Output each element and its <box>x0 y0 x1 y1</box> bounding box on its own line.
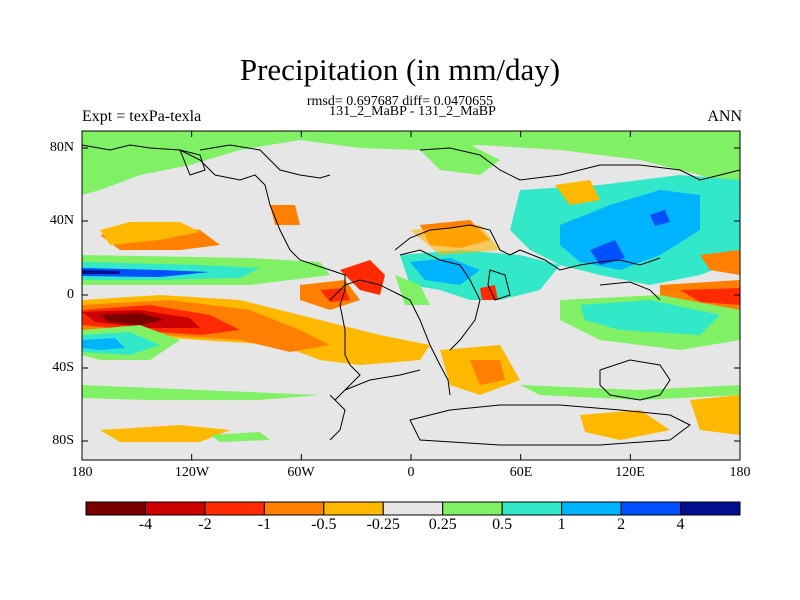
colorbar-label: 0.5 <box>492 516 513 533</box>
colorbar-label: 0.25 <box>428 516 457 533</box>
colorbar-label: 4 <box>676 516 685 533</box>
lon-tick-60e: 60E <box>509 465 533 480</box>
lon-tick-180e: 180 <box>729 465 751 480</box>
lon-tick-0: 0 <box>407 465 415 480</box>
lat-tick-80s: 80S <box>52 433 74 448</box>
lon-tick-180w: 180 <box>71 465 93 480</box>
lon-tick-60w: 60W <box>287 465 315 480</box>
colorbar-label: 2 <box>617 516 626 533</box>
lon-tick-120e: 120E <box>615 465 645 480</box>
colorbar <box>85 501 741 516</box>
lon-tick-120w: 120W <box>174 465 210 480</box>
lat-tick-80n: 80N <box>49 140 74 155</box>
cases-subtitle: 131_2_MaBP - 131_2_MaBP <box>329 104 496 119</box>
colorbar-label: -4 <box>138 516 153 533</box>
nh-green-band <box>82 131 740 195</box>
colorbar-swatch <box>144 501 206 516</box>
colorbar-swatch <box>501 501 563 516</box>
colorbar-swatch <box>204 501 265 516</box>
lat-tick-40s: 40S <box>52 360 74 375</box>
colorbar-label: -0.25 <box>366 516 400 533</box>
colorbar-swatch <box>561 501 622 516</box>
colorbar-swatch <box>680 501 741 516</box>
colorbar-label: -2 <box>198 516 212 533</box>
axis-ticks <box>81 131 741 460</box>
colorbar-swatch <box>620 501 682 516</box>
stats-subtitle: rmsd= 0.697687 diff= 0.0470655 <box>306 94 494 109</box>
season-label: ANN <box>707 108 742 125</box>
colorbar-swatch <box>382 501 444 516</box>
lat-tick-0: 0 <box>67 287 74 302</box>
precip-fields <box>82 131 740 442</box>
experiment-label: Expt = texPa-texla <box>82 108 202 125</box>
colorbar-swatch <box>85 501 146 516</box>
colorbar-swatch <box>442 501 503 516</box>
lat-tick-40n: 40N <box>49 213 74 228</box>
colorbar-swatch <box>263 501 325 516</box>
colorbar-label: -0.5 <box>311 516 337 533</box>
colorbar-label: 1 <box>557 516 566 533</box>
coastlines <box>82 144 740 446</box>
page-title: Precipitation (in mm/day) <box>239 52 561 87</box>
colorbar-label: -1 <box>257 516 272 533</box>
colorbar-swatch <box>323 501 384 516</box>
